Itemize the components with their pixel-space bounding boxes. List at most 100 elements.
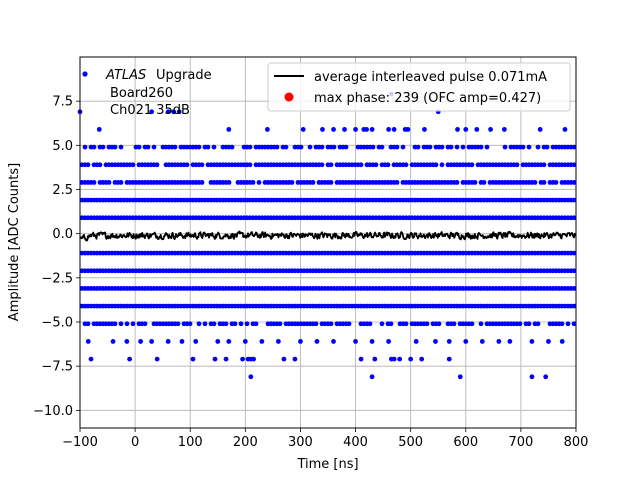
data-point <box>142 321 148 327</box>
data-point <box>469 321 475 327</box>
data-point <box>276 339 281 344</box>
y-tick-label: 0.0 <box>52 227 73 242</box>
average-pulse-line <box>79 230 577 242</box>
y-tick-label: 7.5 <box>52 95 73 110</box>
y-tick-label: −2.5 <box>41 271 73 286</box>
data-point <box>211 321 217 327</box>
data-point <box>319 144 325 150</box>
data-point <box>559 339 565 344</box>
data-point <box>331 144 337 150</box>
data-point <box>507 339 513 344</box>
data-point <box>215 339 221 344</box>
data-point <box>562 127 568 132</box>
data-point <box>165 109 171 115</box>
data-point <box>541 180 547 185</box>
data-point <box>463 127 469 132</box>
data-point <box>85 162 91 168</box>
data-point <box>400 144 406 150</box>
data-point <box>223 356 229 362</box>
data-point <box>424 321 430 327</box>
data-point <box>328 162 334 168</box>
data-point <box>127 356 132 362</box>
data-point <box>474 127 480 132</box>
data-point <box>171 109 177 115</box>
data-point <box>190 356 196 362</box>
data-point <box>212 356 218 362</box>
data-point <box>240 356 245 362</box>
data-point <box>172 144 178 150</box>
y-tick-label: 5.0 <box>52 139 73 154</box>
data-point <box>358 356 364 362</box>
data-point <box>559 321 565 327</box>
data-point <box>433 339 438 344</box>
data-point <box>394 144 400 150</box>
atlas-label: ATLAS <box>105 68 146 83</box>
x-tick-label: 800 <box>564 435 589 450</box>
data-point <box>283 144 289 150</box>
data-point <box>571 250 577 256</box>
x-tick-label: 100 <box>178 435 203 450</box>
data-point <box>256 180 262 185</box>
y-tick-label: −10.0 <box>33 404 73 419</box>
data-point <box>314 339 320 344</box>
data-point <box>571 215 577 221</box>
data-point <box>501 127 507 132</box>
legend: average interleaved pulse 0.071mA max ph… <box>267 62 571 112</box>
data-point <box>478 144 484 150</box>
data-point <box>250 180 256 185</box>
x-tick-label: 200 <box>233 435 258 450</box>
data-point <box>226 127 232 132</box>
data-point <box>223 321 229 327</box>
data-point <box>298 144 304 150</box>
data-point <box>331 339 336 344</box>
data-point <box>571 162 577 168</box>
data-point <box>244 321 250 327</box>
data-point <box>205 144 211 150</box>
data-point <box>571 268 577 274</box>
x-tick-label: 600 <box>453 435 478 450</box>
data-point <box>82 144 88 150</box>
data-point <box>242 339 248 344</box>
data-point <box>106 180 112 185</box>
data-point <box>307 144 313 150</box>
data-point <box>247 144 253 150</box>
data-point <box>484 144 490 150</box>
data-point <box>130 321 136 327</box>
data-point <box>405 127 411 132</box>
data-point <box>251 356 256 362</box>
data-point <box>479 339 485 344</box>
data-point <box>455 127 460 132</box>
data-point <box>85 339 91 344</box>
data-point <box>541 162 547 168</box>
data-point <box>110 339 116 344</box>
data-point <box>514 162 520 168</box>
data-point <box>248 374 254 380</box>
data-point <box>535 321 541 327</box>
data-point <box>403 321 409 327</box>
data-point <box>202 321 208 327</box>
data-point <box>537 127 543 132</box>
data-point <box>118 321 124 327</box>
x-axis-label: Time [ns] <box>296 457 358 472</box>
data-point <box>546 339 551 344</box>
data-point <box>446 339 452 344</box>
data-point <box>319 162 325 168</box>
data-point <box>565 321 571 327</box>
data-point <box>100 144 106 150</box>
data-point <box>136 144 142 150</box>
data-point <box>469 162 475 168</box>
data-point <box>385 162 391 168</box>
data-point <box>369 339 375 344</box>
data-point <box>532 180 538 185</box>
data-point <box>543 374 549 380</box>
data-point <box>520 144 526 150</box>
y-tick-label: −7.5 <box>41 360 73 375</box>
data-point <box>436 321 442 327</box>
x-tick-label: 300 <box>288 435 313 450</box>
data-point <box>91 180 97 185</box>
data-point <box>331 127 336 132</box>
legend-entry-average-pulse: average interleaved pulse 0.071mA <box>314 70 547 85</box>
data-point <box>165 339 171 344</box>
data-point <box>97 162 103 168</box>
data-point <box>229 144 235 150</box>
